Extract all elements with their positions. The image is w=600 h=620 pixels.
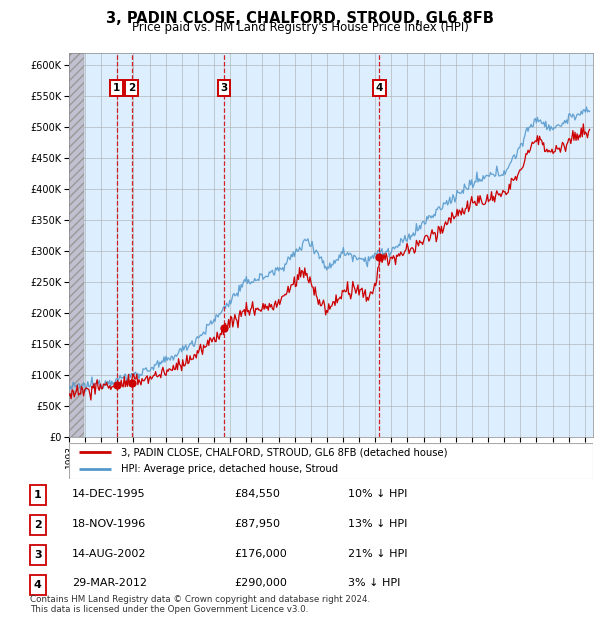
Text: 10% ↓ HPI: 10% ↓ HPI (348, 489, 407, 499)
Text: 13% ↓ HPI: 13% ↓ HPI (348, 519, 407, 529)
Text: 3% ↓ HPI: 3% ↓ HPI (348, 578, 400, 588)
Text: This data is licensed under the Open Government Licence v3.0.: This data is licensed under the Open Gov… (30, 604, 308, 614)
Text: £84,550: £84,550 (234, 489, 280, 499)
Text: 3, PADIN CLOSE, CHALFORD, STROUD, GL6 8FB: 3, PADIN CLOSE, CHALFORD, STROUD, GL6 8F… (106, 11, 494, 25)
Text: 3: 3 (34, 550, 41, 560)
Bar (69, 53, 83, 437)
Text: 3: 3 (220, 83, 227, 93)
Text: HPI: Average price, detached house, Stroud: HPI: Average price, detached house, Stro… (121, 464, 338, 474)
Text: 14-DEC-1995: 14-DEC-1995 (72, 489, 146, 499)
Text: 4: 4 (376, 83, 383, 93)
Text: 3, PADIN CLOSE, CHALFORD, STROUD, GL6 8FB (detached house): 3, PADIN CLOSE, CHALFORD, STROUD, GL6 8F… (121, 448, 448, 458)
Text: 1: 1 (34, 490, 41, 500)
Text: 18-NOV-1996: 18-NOV-1996 (72, 519, 146, 529)
Text: 1: 1 (113, 83, 121, 93)
Text: Contains HM Land Registry data © Crown copyright and database right 2024.: Contains HM Land Registry data © Crown c… (30, 595, 370, 604)
Text: 21% ↓ HPI: 21% ↓ HPI (348, 549, 407, 559)
Text: Price paid vs. HM Land Registry's House Price Index (HPI): Price paid vs. HM Land Registry's House … (131, 21, 469, 34)
Text: 2: 2 (128, 83, 135, 93)
Text: 29-MAR-2012: 29-MAR-2012 (72, 578, 147, 588)
Text: 2: 2 (34, 520, 41, 530)
Text: 4: 4 (34, 580, 42, 590)
Text: 14-AUG-2002: 14-AUG-2002 (72, 549, 146, 559)
Text: £290,000: £290,000 (234, 578, 287, 588)
Text: £87,950: £87,950 (234, 519, 280, 529)
Text: £176,000: £176,000 (234, 549, 287, 559)
